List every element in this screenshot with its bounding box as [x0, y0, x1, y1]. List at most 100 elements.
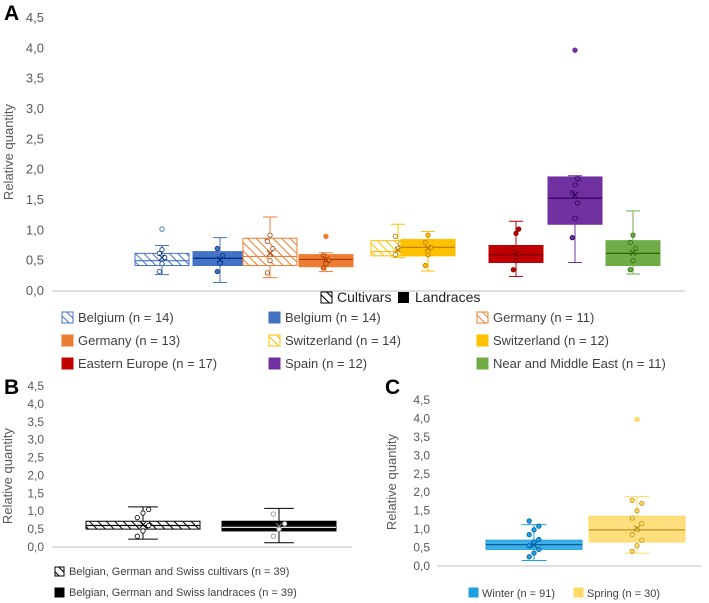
panel-c-box-2-point — [639, 537, 645, 543]
legend-a-1-label: Belgium (n = 14) — [78, 310, 174, 325]
panel-c-box-2-point — [629, 497, 635, 503]
panel-a-box-5-point — [392, 252, 398, 258]
panel-a-y-tick-3-5: 3,5 — [26, 71, 44, 86]
panel-a-box-9-point — [630, 258, 636, 264]
legend-a-1-swatch — [61, 311, 74, 324]
legend-a-2-swatch — [268, 311, 281, 324]
panel-b-y-tick-2-5: 2,5 — [27, 451, 44, 465]
panel-a-box-7-point — [513, 230, 519, 236]
panel-a-box-8-outlier — [572, 47, 578, 53]
panel-c-y-tick-1-5: 1,5 — [413, 504, 430, 518]
panel-a-box-5-point — [392, 233, 398, 239]
panel-b-box-2-point — [270, 511, 276, 517]
panel-a-y-tick-2-0: 2,0 — [26, 162, 44, 177]
panel-a-box-9-point — [630, 232, 636, 238]
panel-a-y-tick-4-0: 4,0 — [26, 40, 44, 55]
panel-a-box-1-point — [156, 268, 162, 275]
panel-a-box-8-point — [575, 176, 581, 182]
panel-b-y-tick-3-0: 3,0 — [27, 433, 44, 447]
panel-a-box-1-point — [159, 247, 165, 253]
panel-a-box-1-point — [159, 261, 165, 267]
legend-b-1-swatch — [54, 566, 65, 577]
panel-c-y-tick-0-0: 0,0 — [413, 559, 430, 573]
panel-c-box-2-point — [629, 532, 635, 538]
panel-a-box-6-point — [425, 252, 431, 258]
panel-c-box-1-point — [536, 523, 542, 529]
panel-c-box-2-body — [588, 515, 686, 543]
panel-a-y-axis-title: Relative quantity — [1, 103, 16, 200]
panel-a-box-9-point — [627, 239, 633, 246]
panel-a-box-3-point — [264, 238, 270, 244]
panel-a-box-7-mean-marker-b — [512, 251, 520, 258]
panel-b-box-1-point — [146, 506, 152, 513]
panel-c-box-2-point — [629, 515, 635, 521]
panel-a-box-2-point — [214, 268, 220, 275]
panel-b-box-2-mean-marker-b — [275, 522, 283, 530]
panel-a-box-6-mean-marker-b — [424, 245, 432, 252]
cultivars-label: Cultivars — [337, 289, 391, 305]
legend-a-2-label: Belgium (n = 14) — [285, 310, 381, 325]
panel-c-y-tick-2-0: 2,0 — [413, 485, 430, 499]
panel-b-box-1-point — [146, 522, 152, 529]
legend-a-6-label: Switzerland (n = 12) — [493, 333, 609, 348]
legend-a-3-label: Germany (n = 11) — [493, 310, 594, 325]
panel-a-box-8-mean-marker-b — [571, 191, 579, 199]
panel-a-box-3-point — [267, 232, 273, 238]
panel-a-box-4-mean-marker-b — [322, 256, 330, 263]
panel-a-box-7-point — [510, 245, 516, 252]
panel-a-box-1-mean-marker-b — [158, 254, 166, 261]
panel-a-y-tick-4-5: 4,5 — [26, 10, 44, 25]
panel-c-y-tick-3-0: 3,0 — [413, 448, 430, 462]
panel-c-box-1 — [485, 518, 583, 561]
panel-a-box-7-point — [513, 258, 519, 264]
panel-c-box-1-point — [526, 518, 532, 524]
panel-b-y-tick-3-5: 3,5 — [27, 415, 44, 429]
legend-a-9-swatch — [476, 357, 489, 370]
panel-a-box-1-outlier — [159, 226, 165, 232]
panel-a-y-tick-3-0: 3,0 — [26, 101, 44, 116]
panel-a-box-4-point — [326, 258, 332, 264]
panel-a-box-7-point — [516, 226, 522, 232]
panel-b-box-2 — [221, 507, 337, 544]
panel-c-box-1-point — [526, 543, 532, 549]
panel-b-y-tick-4-0: 4,0 — [27, 397, 44, 411]
panel-b-y-tick-1-0: 1,0 — [27, 504, 44, 518]
panel-c-box-2-point — [634, 508, 640, 514]
panel-a-box-6 — [400, 231, 456, 272]
legend-b-2-label: Belgian, German and Swiss landraces (n =… — [69, 587, 297, 599]
panel-c-y-tick-4-5: 4,5 — [413, 393, 430, 407]
panel-a-y-tick-0-5: 0,5 — [26, 253, 44, 268]
panel-a-box-8-point — [572, 182, 578, 188]
legend-c-2-swatch — [573, 587, 584, 598]
panel-c-box-1-point — [526, 532, 532, 538]
panel-a-y-tick-1-5: 1,5 — [26, 192, 44, 207]
panel-a-box-1 — [134, 226, 190, 276]
panel-c-y-tick-1-0: 1,0 — [413, 522, 430, 536]
legend-b-2-swatch — [54, 587, 65, 598]
panel-a-box-9-mean-marker-b — [629, 249, 637, 257]
panel-b-y-tick-1-5: 1,5 — [27, 486, 44, 500]
panel-b-box-1-point — [134, 515, 140, 521]
panel-a-box-3-point — [267, 258, 273, 264]
panel-a-box-2 — [192, 237, 248, 284]
panel-c-box-1-point — [526, 554, 532, 560]
panel-a-box-3 — [242, 216, 298, 279]
panel-b-y-axis-title: Relative quantity — [0, 427, 15, 524]
panel-b: B Relative quantity 0,0 0,5 1,0 1,5 2,0 2,5 3,… — [0, 376, 352, 599]
panel-b-box-1-mean-marker-b — [139, 521, 147, 529]
panel-c-box-1-point — [536, 536, 542, 543]
legend-a-5-label: Switzerland (n = 14) — [285, 333, 401, 348]
panel-b-letter: B — [4, 376, 19, 399]
panel-a-box-2-mean-marker-b — [216, 256, 224, 263]
panel-c: C Relative quantity 0,0 0,5 1,0 1,5 2,0 2,5 3,… — [384, 376, 702, 600]
panel-a-box-6-point — [425, 232, 431, 238]
cultivars-swatch — [320, 291, 333, 304]
panel-c-box-2-point — [629, 548, 635, 554]
panel-c-box-2-point — [634, 543, 640, 549]
panel-c-box-1-point — [531, 550, 537, 556]
panel-a-box-3-mean-marker-b — [266, 250, 274, 257]
legend-a-8-swatch — [268, 357, 281, 370]
panel-b-box-2-point — [282, 521, 288, 527]
landraces-swatch — [398, 292, 409, 303]
